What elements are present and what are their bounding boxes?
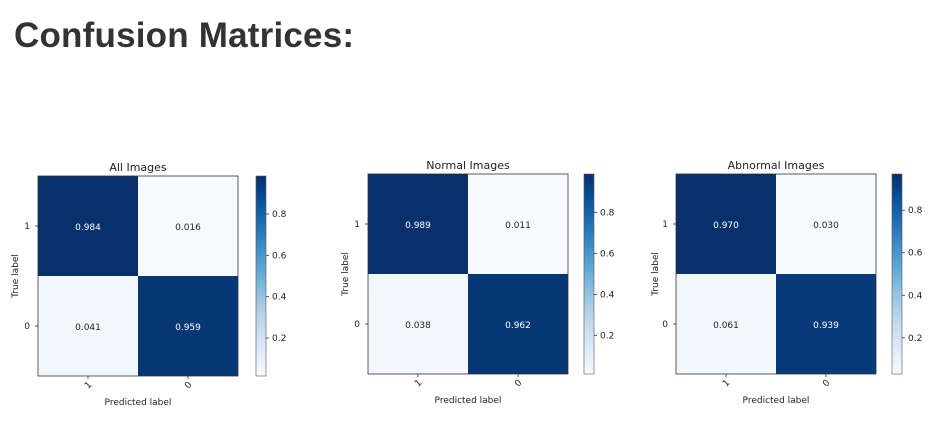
colorbar-tick-label: 0.8: [272, 210, 287, 220]
x-tick-label: 1: [413, 378, 424, 389]
plot-frame: [675, 173, 877, 375]
colorbar: [583, 173, 595, 375]
colorbar-tick-label: 0.4: [272, 293, 287, 303]
heatmap-cell-0-0: [38, 176, 138, 276]
colorbar-tick-label: 0.4: [600, 290, 615, 300]
heatmap-cell-0-1: [776, 174, 876, 274]
y-tick-label: 0: [24, 322, 30, 332]
heatmap-cell-1-1: [776, 274, 876, 374]
colorbar-tick-label: 0.8: [600, 209, 615, 219]
heatmap-cell-1-1: [138, 276, 238, 376]
x-axis-label: Predicted label: [105, 398, 172, 408]
cell-value-label: 0.016: [175, 223, 201, 233]
cell-value-label: 0.970: [713, 221, 739, 231]
cell-value-label: 0.011: [505, 221, 531, 231]
heatmap-cell-0-0: [676, 174, 776, 274]
colorbar-tick-label: 0.8: [908, 206, 923, 216]
x-tick-label: 1: [83, 380, 94, 391]
colorbar-tick-label: 0.2: [908, 334, 922, 344]
cell-value-label: 0.984: [75, 223, 101, 233]
heatmap-cell-0-1: [138, 176, 238, 276]
x-tick-label: 1: [721, 378, 732, 389]
y-tick-label: 1: [662, 220, 668, 230]
y-axis-label: True label: [11, 254, 21, 299]
heatmap-svg: Abnormal Images 0.970 0.030 0.061 0.939 1 0 1 0 P…: [651, 159, 923, 406]
colorbar-tick-label: 0.4: [908, 291, 923, 301]
confusion-matrix-abnormal-images: Abnormal Images 0.970 0.030 0.061 0.939 1 0 1 0 P…: [640, 150, 930, 420]
x-axis-label: Predicted label: [435, 396, 502, 406]
y-tick-label: 1: [24, 222, 30, 232]
heatmap-svg: All Images 0.984 0.016 0.041 0.959 1 0 1 0 Predic…: [11, 161, 287, 408]
y-tick-label: 1: [354, 220, 360, 230]
heatmap-cell-1-0: [38, 276, 138, 376]
x-tick-label: 0: [513, 378, 524, 389]
y-axis-label: True label: [341, 252, 351, 297]
heatmap-cell-1-1: [468, 274, 568, 374]
confusion-matrix-all-images: All Images 0.984 0.016 0.041 0.959 1 0 1 0 Predic…: [0, 150, 300, 420]
heatmap-svg: Normal Images 0.989 0.011 0.038 0.962 1 0 1 0 Pre…: [341, 159, 615, 406]
cell-value-label: 0.959: [175, 323, 201, 333]
cell-value-label: 0.038: [405, 321, 431, 331]
chart-title: Normal Images: [426, 159, 510, 172]
confusion-matrix-normal-images: Normal Images 0.989 0.011 0.038 0.962 1 0 1 0 Pre…: [330, 150, 630, 420]
colorbar-tick-label: 0.6: [272, 251, 287, 261]
page-title: Confusion Matrices:: [14, 16, 355, 55]
colorbar-tick-label: 0.6: [600, 250, 615, 260]
chart-title: All Images: [109, 161, 167, 174]
colorbar: [255, 175, 267, 377]
cell-value-label: 0.939: [813, 321, 839, 331]
heatmap-cell-1-0: [676, 274, 776, 374]
plot-frame: [367, 173, 569, 375]
heatmap-cell-0-0: [368, 174, 468, 274]
cell-value-label: 0.030: [813, 221, 839, 231]
colorbar-tick-label: 0.2: [272, 334, 286, 344]
heatmap-cell-0-1: [468, 174, 568, 274]
colorbar-tick-label: 0.6: [908, 249, 923, 259]
colorbar-tick-label: 0.2: [600, 331, 614, 341]
x-axis-label: Predicted label: [743, 396, 810, 406]
x-tick-label: 0: [183, 380, 194, 391]
heatmap-cell-1-0: [368, 274, 468, 374]
y-tick-label: 0: [662, 320, 668, 330]
y-tick-label: 0: [354, 320, 360, 330]
y-axis-label: True label: [651, 252, 661, 297]
cell-value-label: 0.989: [405, 221, 431, 231]
cell-value-label: 0.061: [713, 321, 739, 331]
plot-frame: [37, 175, 239, 377]
x-tick-label: 0: [821, 378, 832, 389]
colorbar: [891, 173, 903, 375]
chart-title: Abnormal Images: [728, 159, 825, 172]
cell-value-label: 0.962: [505, 321, 531, 331]
cell-value-label: 0.041: [75, 323, 101, 333]
